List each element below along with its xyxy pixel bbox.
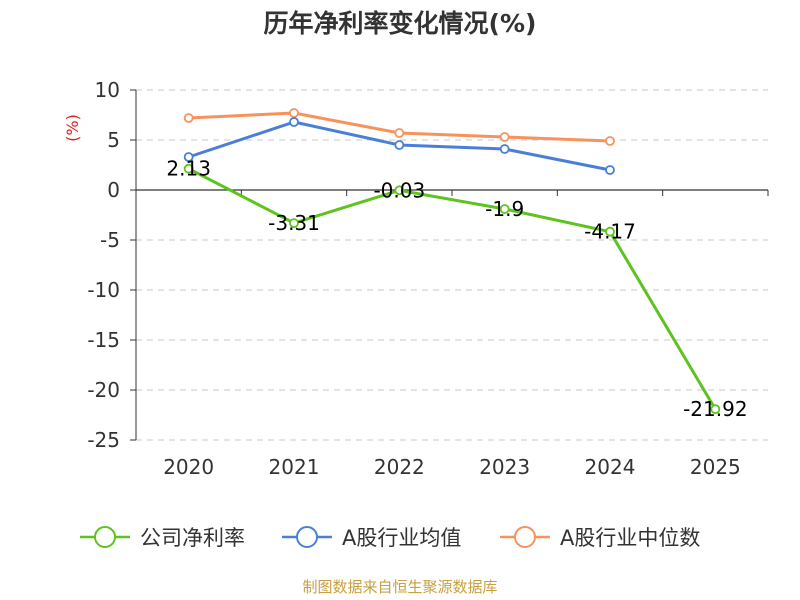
y-axis-unit-label: (%) (63, 114, 82, 142)
data-point (289, 218, 299, 229)
legend-item-2: A股行业中位数 (500, 526, 700, 550)
axes: 10 5 0 -5 -10 -15 -20 -25 2020 2021 2022 2023 2024 20… (87, 78, 769, 479)
data-label: -1.9 (485, 197, 524, 221)
data-point (183, 163, 194, 174)
data-label: -4.17 (584, 220, 636, 244)
data-label: -21.92 (683, 397, 747, 421)
y-tick-label: 0 (107, 178, 120, 202)
data-point (710, 404, 721, 415)
legend-item-1: A股行业均值 (282, 526, 461, 550)
data-point (394, 185, 405, 196)
data-point (289, 108, 299, 118)
legend-swatch-marker (514, 526, 536, 548)
data-point (605, 226, 615, 237)
y-tick-label: -20 (87, 378, 120, 402)
series-2 (183, 108, 615, 146)
y-tick-label: -5 (100, 228, 120, 252)
x-tick-label: 2024 (585, 455, 636, 479)
data-point (499, 132, 510, 142)
legend: 公司净利率 A股行业均值 A股行业中位数 (80, 526, 700, 550)
legend-item-0: 公司净利率 (80, 526, 245, 550)
legend-label: A股行业中位数 (560, 526, 700, 550)
chart-title: 历年净利率变化情况(%) (264, 9, 537, 38)
data-label: -3.31 (268, 211, 320, 235)
y-tick-label: -15 (87, 328, 120, 352)
y-tick-label: -10 (87, 278, 120, 302)
data-point (394, 140, 405, 150)
series-line (187, 167, 717, 411)
data-label: 2.13 (166, 157, 211, 181)
legend-swatch-marker (296, 526, 318, 548)
x-tick-label: 2025 (690, 455, 741, 479)
data-point (605, 165, 615, 175)
y-tick-label: 5 (107, 128, 120, 152)
data-point (183, 152, 194, 162)
x-tick-label: 2022 (374, 455, 425, 479)
data-point (394, 128, 405, 138)
x-tick-label: 2020 (163, 455, 214, 479)
data-label: -0.03 (373, 178, 425, 202)
legend-label: A股行业均值 (342, 526, 461, 550)
data-source-note: 制图数据来自恒生聚源数据库 (302, 578, 497, 596)
data-point (499, 144, 510, 154)
series-lines (183, 108, 721, 415)
x-tick-label: 2023 (479, 455, 530, 479)
series-0 (183, 163, 721, 415)
x-tick-label: 2021 (269, 455, 320, 479)
data-point (499, 204, 510, 214)
data-labels: 2.13 -3.31 -0.03 -1.9 -4.17 -21.92 (166, 157, 747, 422)
data-point (289, 117, 299, 127)
legend-swatch-marker (94, 526, 116, 548)
data-point (183, 113, 194, 123)
series-1 (183, 117, 615, 175)
data-point (605, 136, 615, 146)
legend-label: 公司净利率 (140, 526, 245, 550)
y-tick-label: -25 (87, 428, 120, 452)
y-tick-label: 10 (95, 78, 120, 102)
